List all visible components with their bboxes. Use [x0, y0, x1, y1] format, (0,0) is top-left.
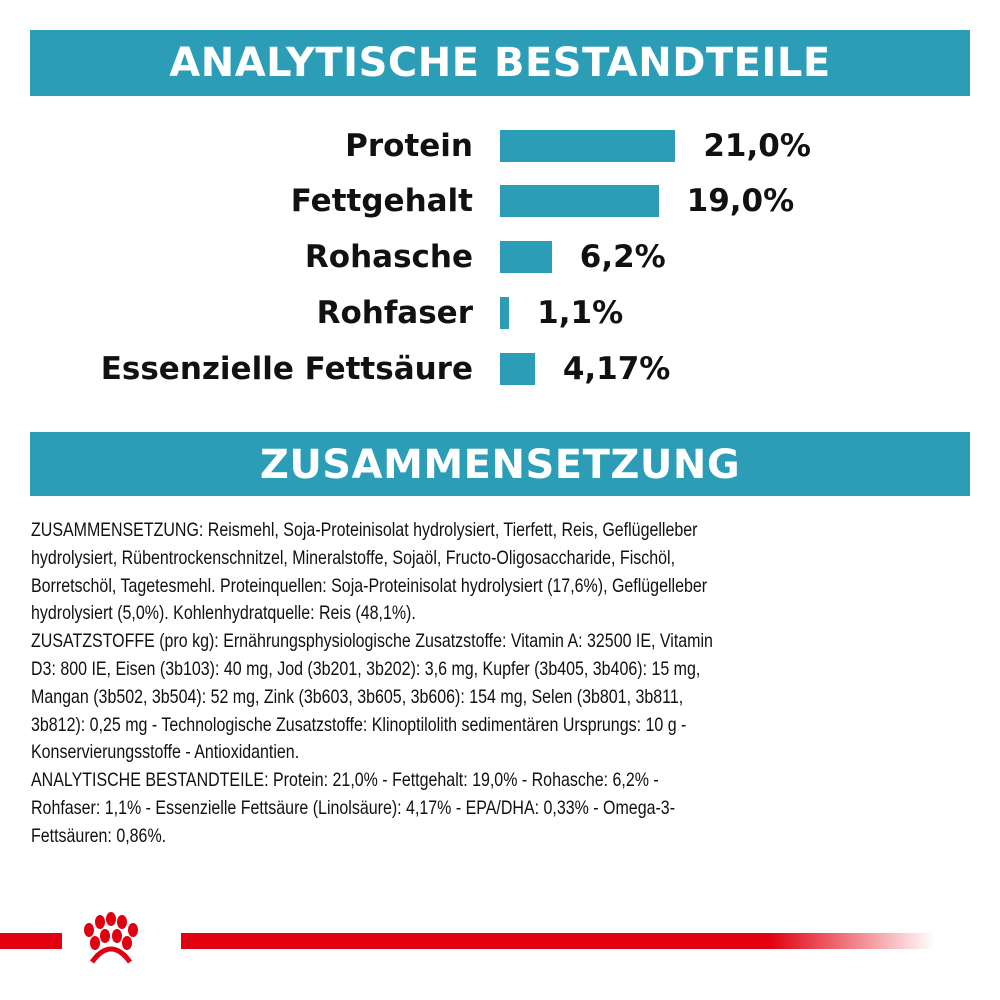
bar — [500, 353, 535, 385]
composition-line: hydrolysiert, Rübentrockenschnitzel, Min… — [31, 546, 676, 569]
value-label: 6,2% — [579, 239, 666, 275]
category-label: Protein — [345, 128, 473, 164]
chart-row: Fettgehalt 19,0% — [0, 184, 1000, 218]
bar — [500, 185, 659, 217]
value-label: 21,0% — [703, 128, 811, 164]
composition-line: Mangan (3b502, 3b504): 52 mg, Zink (3b60… — [31, 685, 684, 708]
chart-row: Protein 21,0% — [0, 129, 1000, 163]
composition-header: ZUSAMMENSETZUNG — [30, 432, 970, 496]
value-label: 4,17% — [562, 351, 671, 387]
composition-line: ANALYTISCHE BESTANDTEILE: Protein: 21,0%… — [31, 769, 659, 792]
chart-row: Rohasche 6,2% — [0, 240, 1000, 274]
category-label: Rohasche — [304, 239, 473, 275]
category-label: Rohfaser — [316, 295, 473, 331]
value-label: 1,1% — [537, 295, 624, 331]
composition-text: ZUSAMMENSETZUNG: Reismehl, Soja-Proteini… — [31, 517, 974, 851]
bar — [500, 130, 676, 162]
bar — [500, 241, 552, 273]
category-label: Fettgehalt — [290, 183, 473, 219]
chart-row: Rohfaser 1,1% — [0, 296, 1000, 330]
category-label: Essenzielle Fettsäure — [100, 351, 473, 387]
composition-line: D3: 800 IE, Eisen (3b103): 40 mg, Jod (3… — [31, 657, 701, 680]
analysis-header: ANALYTISCHE BESTANDTEILE — [30, 30, 970, 96]
bar — [500, 297, 510, 329]
composition-line: Rohfaser: 1,1% - Essenzielle Fettsäure (… — [31, 796, 676, 819]
composition-line: Borretschöl, Tagetesmehl. Proteinquellen… — [31, 574, 708, 597]
value-label: 19,0% — [686, 183, 795, 219]
chart-row: Essenzielle Fettsäure 4,17% — [0, 352, 1000, 386]
composition-line: ZUSAMMENSETZUNG: Reismehl, Soja-Proteini… — [31, 519, 698, 541]
composition-line: 3b812): 0,25 mg - Technologische Zusatzs… — [31, 713, 687, 736]
crown-paw-logo — [84, 912, 138, 964]
composition-line: ZUSATZSTOFFE (pro kg): Ernährungsphysiol… — [31, 630, 713, 653]
composition-line: hydrolysiert (5,0%). Kohlenhydratquelle:… — [31, 602, 416, 625]
composition-line: Fettsäuren: 0,86%. — [31, 824, 167, 847]
brand-red-line — [0, 933, 935, 949]
composition-line: Konservierungsstoffe - Antioxidantien. — [31, 741, 300, 764]
